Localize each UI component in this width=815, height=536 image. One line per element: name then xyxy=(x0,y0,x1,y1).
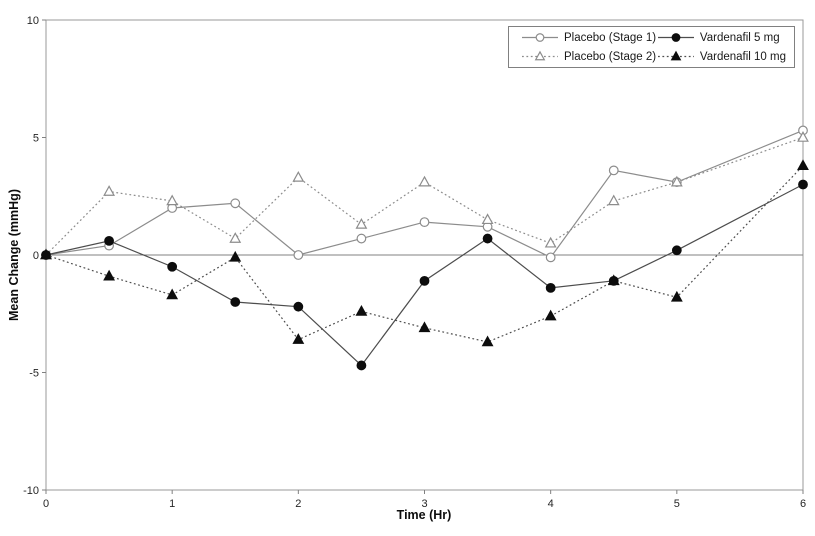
filled-circle-icon xyxy=(356,360,367,371)
x-tick-label: 6 xyxy=(800,498,806,510)
filled-circle-icon xyxy=(671,245,682,256)
legend-key-vardenafil-10mg xyxy=(657,50,694,61)
open-triangle-icon xyxy=(607,194,620,206)
filled-triangle-icon xyxy=(544,309,557,321)
series-line-placebo-stage-2 xyxy=(45,136,804,256)
legend-key-vardenafil-5mg xyxy=(657,33,694,42)
open-circle-icon xyxy=(545,252,556,263)
open-circle-icon xyxy=(356,233,367,244)
open-circle-icon xyxy=(419,217,430,228)
x-tick-label: 3 xyxy=(421,498,427,510)
open-triangle-icon xyxy=(166,194,179,206)
x-tick-label: 2 xyxy=(295,498,301,510)
legend-column: Vardenafil 5 mg Vardenafil 10 mg xyxy=(657,28,786,66)
filled-circle-icon xyxy=(167,261,178,272)
open-circle-icon xyxy=(293,250,304,260)
filled-triangle-icon xyxy=(481,335,494,347)
legend-key-placebo-stage-1 xyxy=(522,33,558,42)
legend-column: Placebo (Stage 1) Placebo (Stage 2) xyxy=(521,28,657,66)
filled-circle-icon xyxy=(798,179,808,190)
open-circle-icon xyxy=(230,198,241,209)
legend-label: Vardenafil 5 mg xyxy=(699,31,780,44)
x-tick-label: 0 xyxy=(43,498,49,510)
x-axis-title: Time (Hr) xyxy=(396,508,452,522)
legend-item-vardenafil-5mg: Vardenafil 5 mg xyxy=(657,28,786,47)
filled-triangle-icon xyxy=(797,159,809,170)
filled-circle-icon xyxy=(104,235,114,246)
legend-label: Placebo (Stage 2) xyxy=(564,50,657,63)
filled-circle-icon xyxy=(293,301,304,312)
open-triangle-icon xyxy=(481,213,494,225)
filled-triangle-icon xyxy=(418,321,431,333)
open-triangle-icon xyxy=(797,131,809,142)
filled-triangle-icon xyxy=(103,269,115,281)
filled-triangle-icon xyxy=(229,250,242,262)
open-triangle-icon xyxy=(103,185,115,196)
legend: Placebo (Stage 1) Placebo (Stage 2) Varden… xyxy=(508,26,795,68)
filled-circle-icon xyxy=(230,297,241,307)
filled-triangle-icon xyxy=(355,304,368,316)
open-triangle-icon xyxy=(229,232,242,243)
open-triangle-icon xyxy=(534,50,546,61)
y-tick-label: -10 xyxy=(23,485,39,497)
filled-circle-icon xyxy=(482,233,493,244)
open-circle-icon xyxy=(535,33,545,42)
y-axis-title: Mean Change (mmHg) xyxy=(7,189,21,321)
x-tick-label: 4 xyxy=(548,498,554,510)
series-line-vardenafil-5mg xyxy=(45,183,804,367)
x-tick-label: 1 xyxy=(169,498,175,510)
legend-item-placebo-stage-1: Placebo (Stage 1) xyxy=(521,28,657,47)
open-triangle-icon xyxy=(292,171,305,182)
open-triangle-icon xyxy=(544,236,557,248)
filled-triangle-icon xyxy=(40,248,52,260)
open-triangle-icon xyxy=(670,175,683,187)
series-line-placebo-stage-1 xyxy=(45,129,804,259)
filled-triangle-icon xyxy=(292,333,305,344)
filled-triangle-icon xyxy=(670,50,682,61)
open-triangle-icon xyxy=(418,175,431,187)
open-circle-icon xyxy=(608,165,619,176)
filled-triangle-icon xyxy=(607,274,620,286)
filled-triangle-icon xyxy=(166,288,179,300)
x-tick-label: 5 xyxy=(674,498,680,510)
series-line-vardenafil-10mg xyxy=(45,165,804,343)
legend-key-placebo-stage-2 xyxy=(522,50,558,61)
filled-circle-icon xyxy=(419,275,430,286)
legend-label: Placebo (Stage 1) xyxy=(564,31,657,44)
y-tick-label: 10 xyxy=(27,15,39,27)
legend-item-placebo-stage-2: Placebo (Stage 2) xyxy=(521,47,657,66)
open-triangle-icon xyxy=(355,218,368,229)
legend-item-vardenafil-10mg: Vardenafil 10 mg xyxy=(657,47,786,66)
filled-triangle-icon xyxy=(670,290,683,302)
y-tick-label: 5 xyxy=(33,133,39,145)
y-tick-label: -5 xyxy=(29,368,39,380)
filled-circle-icon xyxy=(545,283,556,293)
legend-label: Vardenafil 10 mg xyxy=(699,50,786,63)
y-tick-label: 0 xyxy=(33,250,39,262)
filled-circle-icon xyxy=(671,33,681,42)
